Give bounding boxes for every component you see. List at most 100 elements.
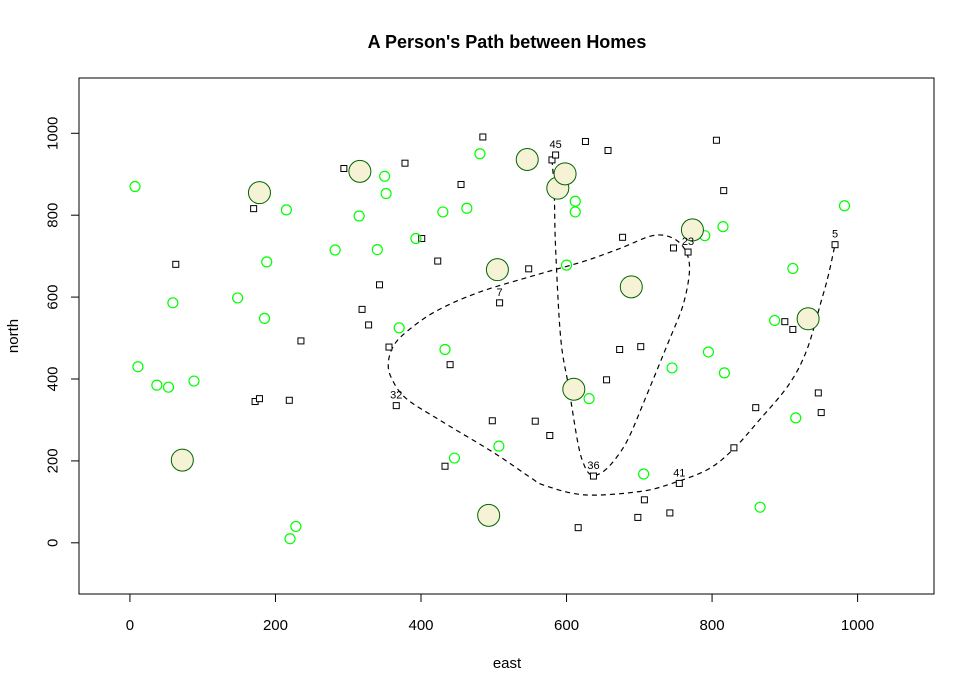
green-circle-point: [258, 312, 271, 324]
point-label: 23: [682, 236, 694, 248]
square-point: [752, 404, 760, 412]
green-circle-point: [151, 379, 163, 391]
square-point: [488, 417, 496, 425]
y-tick-label: 1000: [45, 117, 62, 150]
square-point: [666, 509, 674, 517]
home-point: [796, 307, 820, 331]
x-tick-label: 600: [554, 617, 579, 634]
home-point: [680, 218, 704, 242]
home-point: [553, 162, 577, 186]
square-point: [446, 361, 454, 369]
green-circle-point: [437, 206, 449, 218]
green-circle-point: [132, 361, 144, 373]
green-circle-point: [371, 243, 383, 256]
green-circle-point: [167, 297, 179, 309]
square-point: [604, 146, 612, 154]
square-point: [385, 343, 393, 351]
square-point: [814, 389, 822, 397]
square-point: [531, 417, 539, 425]
green-circle-point: [493, 440, 505, 452]
square-point: [831, 241, 839, 249]
green-circle-point: [717, 221, 729, 233]
point-label: 32: [390, 390, 402, 402]
square-point: [496, 299, 504, 307]
square-point: [589, 472, 597, 480]
square-point: [172, 260, 180, 268]
point-labels: 45 23 5 7 32 36 41: [390, 139, 838, 479]
green-circle-point: [329, 244, 341, 256]
square-point: [552, 151, 560, 159]
square-point: [817, 409, 825, 417]
green-circle-point: [379, 170, 391, 182]
square-point: [392, 402, 400, 410]
green-circle-point: [380, 187, 392, 200]
square-point: [434, 257, 442, 265]
green-circle-point: [129, 180, 141, 193]
y-tick-label: 200: [45, 448, 62, 473]
green-circle-point: [838, 200, 851, 212]
green-circle-point: [790, 412, 802, 424]
square-point: [789, 325, 797, 333]
y-tick-label: 400: [45, 366, 62, 391]
green-circle-point: [569, 206, 581, 218]
green-circle-point: [232, 292, 244, 304]
green-circle-point: [569, 195, 581, 207]
x-tick-label: 1000: [841, 617, 874, 634]
green-circle-point: [583, 393, 595, 405]
square-point: [684, 248, 692, 256]
point-label: 7: [497, 287, 503, 299]
x-axis-label: east: [493, 655, 522, 672]
square-point: [250, 205, 258, 213]
green-circle-point: [461, 202, 473, 214]
square-point: [574, 524, 582, 532]
green-circle-point: [188, 375, 200, 387]
point-label: 5: [832, 229, 838, 241]
green-circle-point: [410, 232, 422, 245]
home-point: [170, 448, 194, 472]
home-point: [562, 377, 586, 401]
green-circle-point: [638, 468, 650, 480]
square-point: [603, 376, 611, 384]
square-point: [675, 479, 683, 487]
square-point: [365, 321, 373, 329]
square-point: [401, 159, 409, 167]
square-point: [781, 318, 789, 326]
square-point: [619, 233, 627, 241]
green-circle-point: [702, 346, 715, 358]
square-point: [712, 136, 720, 144]
green-circle-point: [666, 362, 678, 374]
square-point: [340, 165, 348, 173]
chart-title: A Person's Path between Homes: [368, 32, 647, 52]
square-point: [634, 513, 642, 521]
home-point: [515, 147, 539, 171]
point-label: 36: [587, 460, 599, 472]
green-circle-point: [754, 501, 766, 513]
square-point: [457, 180, 465, 188]
square-point: [441, 462, 449, 470]
points-layer: [129, 133, 851, 545]
green-circle-point: [280, 204, 292, 216]
square-point: [479, 133, 487, 141]
green-circle-point: [787, 262, 799, 275]
x-tick-label: 200: [263, 617, 288, 634]
square-point: [297, 337, 305, 345]
person-path: [387, 159, 836, 496]
home-point: [348, 159, 372, 183]
green-circle-point: [560, 259, 573, 271]
home-point: [485, 258, 509, 282]
green-circle-point: [474, 148, 486, 160]
square-point: [525, 265, 533, 273]
square-point: [720, 187, 728, 195]
green-circle-point: [162, 381, 175, 393]
home-point: [477, 503, 501, 527]
green-circle-point: [718, 367, 731, 379]
green-circle-point: [290, 520, 302, 533]
square-point: [548, 156, 556, 164]
green-circle-point: [393, 322, 405, 334]
y-tick-label: 600: [45, 285, 62, 310]
home-point: [619, 275, 643, 299]
square-point: [358, 305, 366, 313]
point-label: 41: [673, 467, 685, 479]
home-point: [247, 181, 271, 205]
